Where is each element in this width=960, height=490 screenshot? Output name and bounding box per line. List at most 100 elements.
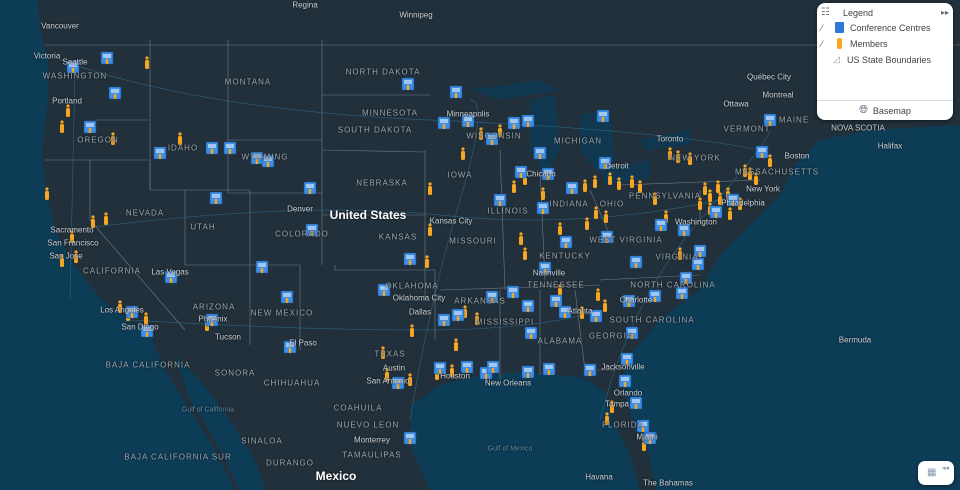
member-marker[interactable] <box>708 189 712 202</box>
member-marker[interactable] <box>381 346 385 359</box>
conference-centre-marker[interactable] <box>622 294 636 308</box>
conference-centre-marker[interactable] <box>437 313 451 327</box>
conference-centre-marker[interactable] <box>625 326 639 340</box>
conference-centre-marker[interactable] <box>460 360 474 374</box>
member-marker[interactable] <box>461 147 465 160</box>
conference-centre-marker[interactable] <box>433 361 447 375</box>
member-marker[interactable] <box>425 255 429 268</box>
conference-centre-marker[interactable] <box>755 145 769 159</box>
conference-centre-marker[interactable] <box>598 156 612 170</box>
conference-centre-marker[interactable] <box>521 299 535 313</box>
legend-layer-state-boundaries[interactable]: ◿ US State Boundaries <box>833 54 931 65</box>
conference-centre-marker[interactable] <box>164 270 178 284</box>
conference-centre-marker[interactable] <box>629 396 643 410</box>
conference-centre-marker[interactable] <box>209 191 223 205</box>
member-marker[interactable] <box>454 338 458 351</box>
conference-centre-marker[interactable] <box>565 181 579 195</box>
member-marker[interactable] <box>728 207 732 220</box>
member-marker[interactable] <box>408 373 412 386</box>
member-marker[interactable] <box>479 127 483 140</box>
conference-centre-marker[interactable] <box>654 218 668 232</box>
conference-centre-marker[interactable] <box>493 193 507 207</box>
member-marker[interactable] <box>523 247 527 260</box>
member-marker[interactable] <box>703 182 707 195</box>
conference-centre-marker[interactable] <box>437 116 451 130</box>
conference-centre-marker[interactable] <box>629 255 643 269</box>
member-marker[interactable] <box>698 197 702 210</box>
member-marker[interactable] <box>768 154 772 167</box>
conference-centre-marker[interactable] <box>283 340 297 354</box>
member-marker[interactable] <box>630 175 634 188</box>
conference-centre-marker[interactable] <box>449 85 463 99</box>
visibility-brush-icon[interactable]: ⁄ <box>821 38 823 49</box>
member-marker[interactable] <box>118 300 122 313</box>
member-marker[interactable] <box>519 232 523 245</box>
member-marker[interactable] <box>603 299 607 312</box>
conference-centre-marker[interactable] <box>108 86 122 100</box>
conference-centre-marker[interactable] <box>461 114 475 128</box>
conference-centre-marker[interactable] <box>100 51 114 65</box>
collapse-legend-button[interactable]: ▸▸ <box>940 8 949 17</box>
member-marker[interactable] <box>596 288 600 301</box>
member-marker[interactable] <box>688 152 692 165</box>
conference-centre-marker[interactable] <box>679 271 693 285</box>
conference-centre-marker[interactable] <box>693 244 707 258</box>
member-marker[interactable] <box>678 247 682 260</box>
conference-centre-marker[interactable] <box>486 360 500 374</box>
member-marker[interactable] <box>111 132 115 145</box>
conference-centre-marker[interactable] <box>521 365 535 379</box>
conference-centre-marker[interactable] <box>377 283 391 297</box>
member-marker[interactable] <box>580 306 584 319</box>
conference-centre-marker[interactable] <box>677 223 691 237</box>
conference-centre-marker[interactable] <box>549 294 563 308</box>
visibility-brush-icon[interactable]: ⁄ <box>821 22 823 33</box>
conference-centre-marker[interactable] <box>250 151 264 165</box>
member-marker[interactable] <box>145 56 149 69</box>
conference-centre-marker[interactable] <box>485 132 499 146</box>
conference-centre-marker[interactable] <box>255 260 269 274</box>
conference-centre-marker[interactable] <box>643 431 657 445</box>
member-marker[interactable] <box>583 179 587 192</box>
conference-centre-marker[interactable] <box>305 223 319 237</box>
member-marker[interactable] <box>104 212 108 225</box>
conference-centre-marker[interactable] <box>536 201 550 215</box>
member-marker[interactable] <box>716 180 720 193</box>
conference-centre-marker[interactable] <box>583 363 597 377</box>
conference-centre-marker[interactable] <box>691 257 705 271</box>
conference-centre-marker[interactable] <box>600 230 614 244</box>
member-marker[interactable] <box>144 312 148 325</box>
conference-centre-marker[interactable] <box>726 193 740 207</box>
member-marker[interactable] <box>70 230 74 243</box>
member-marker[interactable] <box>585 217 589 230</box>
conference-centre-marker[interactable] <box>618 374 632 388</box>
table-toggle-button[interactable]: ▦ ◂◂ <box>918 461 954 485</box>
conference-centre-marker[interactable] <box>538 261 552 275</box>
conference-centre-marker[interactable] <box>524 326 538 340</box>
conference-centre-marker[interactable] <box>636 419 650 433</box>
conference-centre-marker[interactable] <box>403 431 417 445</box>
legend-list-icon[interactable]: ☷ <box>821 7 830 18</box>
conference-centre-marker[interactable] <box>542 362 556 376</box>
conference-centre-marker[interactable] <box>403 252 417 266</box>
conference-centre-marker[interactable] <box>451 308 465 322</box>
member-marker[interactable] <box>605 412 609 425</box>
conference-centre-marker[interactable] <box>507 116 521 130</box>
member-marker[interactable] <box>410 324 414 337</box>
member-marker[interactable] <box>604 210 608 223</box>
member-marker[interactable] <box>638 180 642 193</box>
member-marker[interactable] <box>668 147 672 160</box>
conference-centre-marker[interactable] <box>675 286 689 300</box>
member-marker[interactable] <box>610 400 614 413</box>
conference-centre-marker[interactable] <box>153 146 167 160</box>
member-marker[interactable] <box>498 124 502 137</box>
member-marker[interactable] <box>593 175 597 188</box>
legend-layer-conference-centres[interactable]: ⁄ Conference Centres <box>821 22 931 33</box>
conference-centre-marker[interactable] <box>66 60 80 74</box>
conference-centre-marker[interactable] <box>521 114 535 128</box>
member-marker[interactable] <box>718 192 722 205</box>
member-marker[interactable] <box>743 164 747 177</box>
member-marker[interactable] <box>653 192 657 205</box>
conference-centre-marker[interactable] <box>589 309 603 323</box>
conference-centre-marker[interactable] <box>125 305 139 319</box>
conference-centre-marker[interactable] <box>140 324 154 338</box>
